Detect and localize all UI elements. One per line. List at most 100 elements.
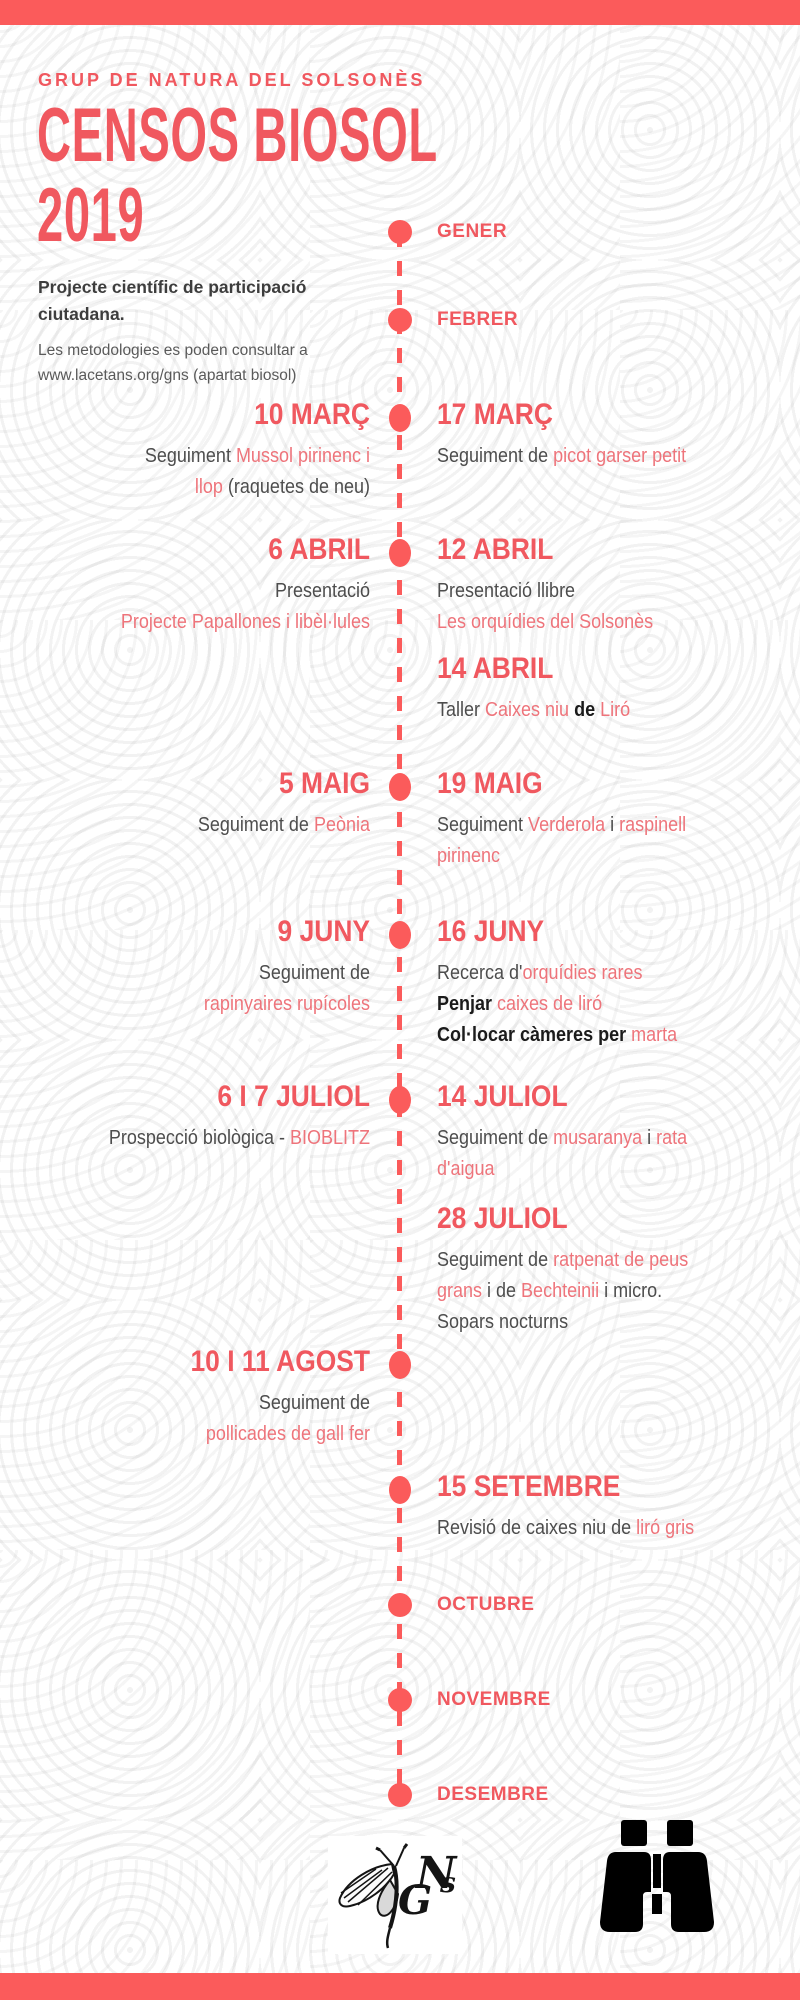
butterfly-icon: G N s xyxy=(338,1843,458,1949)
bottom-accent-bar xyxy=(0,1973,800,2000)
segment: Caixes niu xyxy=(485,699,570,721)
timeline-entry-10-11-agost: 10 I 11 AGOST Seguiment de pollicades de… xyxy=(40,1345,370,1450)
event-body: Seguiment de rapinyaires rupícoles xyxy=(91,958,370,1020)
event-body: Taller Caixes niu de Liró xyxy=(437,695,712,726)
page-title-line1: CENSOS BIOSOL xyxy=(37,93,438,178)
segment: pollicades de gall fer xyxy=(205,1423,370,1445)
event-body: Seguiment de picot garser petit xyxy=(437,441,712,472)
segment: Seguiment de xyxy=(258,1392,370,1414)
month-heading: 12 ABRIL xyxy=(437,533,554,566)
timeline-entry-28-juliol: 28 JULIOL Seguiment de ratpenat de peus … xyxy=(437,1202,742,1338)
timeline-dot xyxy=(389,921,411,949)
event-body: Seguiment Mussol pirinenc i llop (raquet… xyxy=(127,441,370,503)
timeline-entry-14-abril: 14 ABRIL Taller Caixes niu de Liró xyxy=(437,652,742,726)
event-text: Presentació llibre xyxy=(437,576,712,607)
segment: Liró xyxy=(600,699,631,721)
segment: Col·locar càmeres per xyxy=(437,1024,632,1046)
timeline-entry-10-marc: 10 MARÇ Seguiment Mussol pirinenc i llop… xyxy=(100,398,370,503)
segment: Seguiment de xyxy=(437,1127,554,1149)
month-heading: 17 MARÇ xyxy=(437,398,553,431)
event-text: Presentació xyxy=(91,576,370,607)
event-text: Les orquídies del Solsonès xyxy=(437,607,712,638)
top-accent-bar xyxy=(0,0,800,25)
event-text: Seguiment Mussol pirinenc i llop (raquet… xyxy=(127,441,370,503)
segment: Presentació xyxy=(274,580,370,602)
month-heading: 16 JUNY xyxy=(437,915,545,948)
timeline-entry-desembre: DESEMBRE xyxy=(437,1783,742,1807)
gns-butterfly-logo: G N s xyxy=(328,1836,462,1954)
segment: i xyxy=(605,814,620,836)
event-body: Presentació llibre Les orquídies del Sol… xyxy=(437,576,712,638)
timeline-entry-16-juny: 16 JUNY Recerca d'orquídies rares Penjar… xyxy=(437,915,742,1051)
event-body: Seguiment de musaranya i rata d'aigua xyxy=(437,1123,712,1185)
event-text: Col·locar càmeres per marta xyxy=(437,1020,712,1051)
timeline-entry-6-7-juliol: 6 I 7 JULIOL Prospecció biològica - BIOB… xyxy=(40,1080,370,1154)
page-title-line2: 2019 xyxy=(37,173,145,258)
segment: Penjar xyxy=(437,993,498,1015)
event-body: Presentació Projecte Papallones i libèl·… xyxy=(91,576,370,638)
timeline-dot xyxy=(388,308,412,332)
month-label: NOVEMBRE xyxy=(437,1689,551,1710)
month-label: GENER xyxy=(437,221,508,242)
segment: caixes de liró xyxy=(497,993,603,1015)
month-heading: 9 JUNY xyxy=(277,915,370,948)
event-text: Seguiment de xyxy=(73,1388,370,1419)
event-text: Seguiment Verderola i raspinell pirinenc xyxy=(437,810,712,872)
segment: Peònia xyxy=(313,814,370,836)
month-heading: 6 ABRIL xyxy=(268,533,370,566)
timeline-entry-febrer: FEBRER xyxy=(437,308,742,332)
organization-name: GRUP DE NATURA DEL SOLSONÈS xyxy=(38,70,426,90)
event-text: Taller Caixes niu de Liró xyxy=(437,695,712,726)
event-body: Revisió de caixes niu de liró gris xyxy=(437,1513,712,1544)
logo-letter-g: G xyxy=(398,1877,432,1924)
month-heading: 6 I 7 JULIOL xyxy=(217,1080,370,1113)
timeline-dot xyxy=(389,1351,411,1379)
timeline-entry-novembre: NOVEMBRE xyxy=(437,1688,742,1712)
month-heading: 14 ABRIL xyxy=(437,652,554,685)
month-heading: 14 JULIOL xyxy=(437,1080,568,1113)
segment: Les orquídies del Solsonès xyxy=(437,611,654,633)
segment: i xyxy=(642,1127,657,1149)
segment: Verderola xyxy=(528,814,606,836)
segment: Seguiment de xyxy=(258,962,370,984)
segment: i de xyxy=(482,1280,522,1302)
event-text: Prospecció biològica - BIOBLITZ xyxy=(73,1123,370,1154)
logo-letter-n: N xyxy=(414,1848,458,1899)
segment: picot garser petit xyxy=(553,445,687,467)
timeline-entry-19-maig: 19 MAIG Seguiment Verderola i raspinell … xyxy=(437,767,742,872)
event-body: Seguiment de Peònia xyxy=(91,810,370,841)
event-text: Seguiment de Peònia xyxy=(91,810,370,841)
event-text: Projecte Papallones i libèl·lules xyxy=(91,607,370,638)
segment: orquídies rares xyxy=(522,962,643,984)
segment: Mussol pirinenc i llop xyxy=(194,445,370,498)
logo-letter-s: s xyxy=(439,1866,456,1899)
event-text: Recerca d'orquídies rares xyxy=(437,958,712,989)
segment: raspinell pirinenc xyxy=(437,814,687,867)
segment: de xyxy=(569,699,601,721)
segment: Seguiment xyxy=(437,814,529,836)
event-text: Revisió de caixes niu de liró gris xyxy=(437,1513,712,1544)
segment: Taller xyxy=(437,699,486,721)
methodology-note: Les metodologies es poden consultar a ww… xyxy=(38,342,308,384)
segment: Seguiment de xyxy=(437,1249,554,1271)
timeline-dot xyxy=(388,1783,412,1807)
segment: marta xyxy=(631,1024,678,1046)
timeline-entry-12-abril: 12 ABRIL Presentació llibre Les orquídie… xyxy=(437,533,742,638)
segment: rapinyaires rupícoles xyxy=(203,993,370,1015)
event-body: Recerca d'orquídies rares Penjar caixes … xyxy=(437,958,712,1051)
event-text: Penjar caixes de liró xyxy=(437,989,712,1020)
segment: musaranya xyxy=(553,1127,643,1149)
segment: (raquetes de neu) xyxy=(222,476,370,498)
event-text: Seguiment de musaranya i rata d'aigua xyxy=(437,1123,712,1185)
timeline-dot xyxy=(389,1086,411,1114)
segment: Recerca d' xyxy=(437,962,523,984)
month-label: OCTUBRE xyxy=(437,1594,535,1615)
timeline-dot xyxy=(389,773,411,801)
segment: Seguiment xyxy=(144,445,236,467)
segment: Prospecció biològica - xyxy=(108,1127,290,1149)
month-heading: 5 MAIG xyxy=(279,767,370,800)
month-heading: 19 MAIG xyxy=(437,767,543,800)
segment: Projecte Papallones i libèl·lules xyxy=(120,611,370,633)
timeline-dot xyxy=(388,1688,412,1712)
event-body: Seguiment Verderola i raspinell pirinenc xyxy=(437,810,712,872)
